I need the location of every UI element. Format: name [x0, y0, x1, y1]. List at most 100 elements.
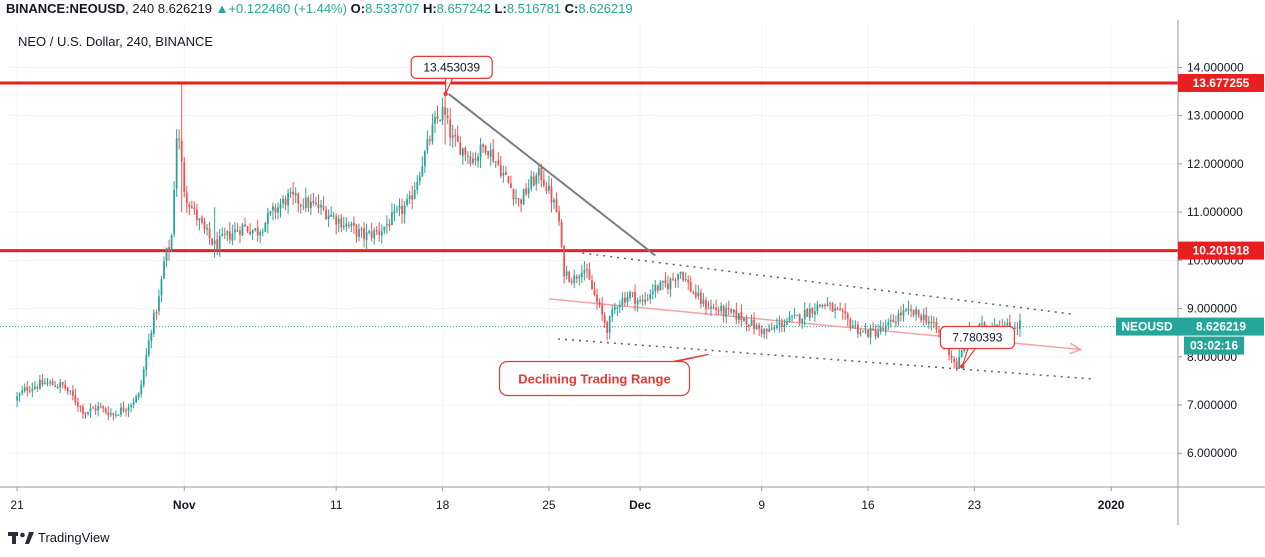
price-chart[interactable]: 13.453039 7.780393 Declining Trading Range… — [0, 20, 1265, 525]
candle-body — [932, 321, 935, 323]
candle-body — [684, 278, 687, 280]
candle-body — [61, 382, 64, 385]
candle-body — [423, 151, 426, 166]
candle-body — [902, 310, 905, 316]
candle-body — [385, 224, 388, 226]
candle-body — [46, 382, 49, 384]
candle-body — [353, 222, 355, 226]
candle-body — [583, 270, 586, 274]
candle-body — [373, 230, 376, 239]
interval-label[interactable]: 240 — [132, 1, 155, 16]
candle-body — [563, 246, 566, 277]
candle-body — [434, 117, 436, 124]
candle-body — [244, 224, 246, 227]
candle-body — [375, 230, 378, 232]
candle-body — [826, 304, 829, 307]
candle-body — [472, 158, 474, 164]
candle-body — [175, 138, 178, 189]
candle-body — [479, 144, 482, 158]
candle-body — [884, 325, 887, 331]
candle-body — [646, 299, 649, 301]
callout-text: Declining Trading Range — [518, 371, 670, 386]
candle-body — [499, 165, 502, 177]
candle-body — [710, 306, 712, 309]
brand-name[interactable]: TradingView — [38, 530, 110, 545]
candle-body — [461, 148, 464, 156]
chart-annotations: 13.453039 7.780393 Declining Trading Range — [410, 55, 1016, 397]
candle-body — [418, 176, 421, 182]
candle-body — [801, 318, 804, 323]
candle-body — [178, 139, 181, 141]
candle-body — [856, 324, 859, 334]
candle-body — [915, 309, 918, 315]
close-value: 8.626219 — [578, 1, 633, 16]
candle-body — [370, 231, 373, 238]
candle-body — [218, 235, 221, 249]
price-change: +0.122460 (+1.44%) — [228, 1, 348, 16]
candle-body — [725, 307, 728, 317]
close-label: C: — [564, 1, 579, 16]
price-tick-label: 11.000000 — [1187, 205, 1243, 219]
candle-body — [591, 280, 593, 290]
candle-body — [330, 214, 333, 217]
candle-body — [360, 228, 363, 230]
candle-body — [449, 119, 452, 138]
candle-body — [130, 404, 132, 408]
time-tick-label: 11 — [330, 498, 343, 512]
candle-body — [730, 309, 733, 313]
candle-body — [819, 304, 821, 307]
candle-body — [900, 312, 902, 316]
candle-body — [520, 199, 522, 204]
candle-body — [1008, 322, 1011, 328]
candle-body — [732, 309, 735, 313]
candle-body — [69, 390, 72, 392]
candle-body — [388, 223, 391, 227]
candle-body — [66, 387, 69, 392]
candle-body — [634, 292, 636, 304]
candle-body — [196, 209, 198, 221]
candle-body — [201, 217, 203, 223]
candle-body — [122, 407, 125, 411]
candle-body — [28, 390, 31, 392]
candle-body — [279, 204, 282, 209]
candle-body — [930, 321, 933, 324]
candle-body — [87, 411, 89, 414]
candle-body — [309, 201, 312, 209]
price-axis[interactable]: 14.00000013.00000012.00000011.00000010.0… — [1116, 20, 1264, 525]
candle-body — [297, 193, 300, 204]
high-label: H: — [422, 1, 437, 16]
time-tick-label: 21 — [10, 498, 24, 512]
candle-body — [391, 212, 393, 226]
candle-body — [788, 316, 791, 321]
candle-body — [851, 325, 854, 328]
callout-joint — [445, 65, 458, 70]
candle-body — [494, 161, 497, 163]
candle-body — [127, 407, 130, 411]
candle-body — [603, 315, 606, 323]
time-axis[interactable]: 21 Nov 11 18 25 Dec 9 16 23 2020 — [0, 486, 1265, 512]
candle-body — [492, 149, 495, 162]
candle-body — [163, 261, 165, 279]
candle-body — [23, 387, 26, 392]
candle-body — [661, 280, 664, 283]
candle-body — [337, 218, 340, 224]
candle-body — [246, 226, 249, 232]
candle-body — [26, 386, 29, 391]
candle-body — [350, 223, 353, 227]
symbol-name[interactable]: BINANCE:NEOUSD — [6, 1, 126, 16]
tradingview-footer: TradingView — [8, 527, 110, 549]
candle-body — [97, 405, 100, 411]
candle-body — [588, 269, 591, 280]
candle-body — [112, 413, 115, 415]
candle-body — [234, 229, 236, 233]
candle-body — [631, 292, 634, 294]
candle-body — [117, 414, 120, 416]
candle-body — [768, 328, 771, 333]
candle-body — [608, 316, 611, 333]
candle-body — [322, 205, 325, 210]
candle-body — [745, 318, 748, 325]
candle-body — [545, 186, 548, 192]
open-value: 8.533707 — [365, 1, 420, 16]
price-tick-label: 14.000000 — [1187, 60, 1244, 74]
candle-body — [1014, 327, 1016, 329]
